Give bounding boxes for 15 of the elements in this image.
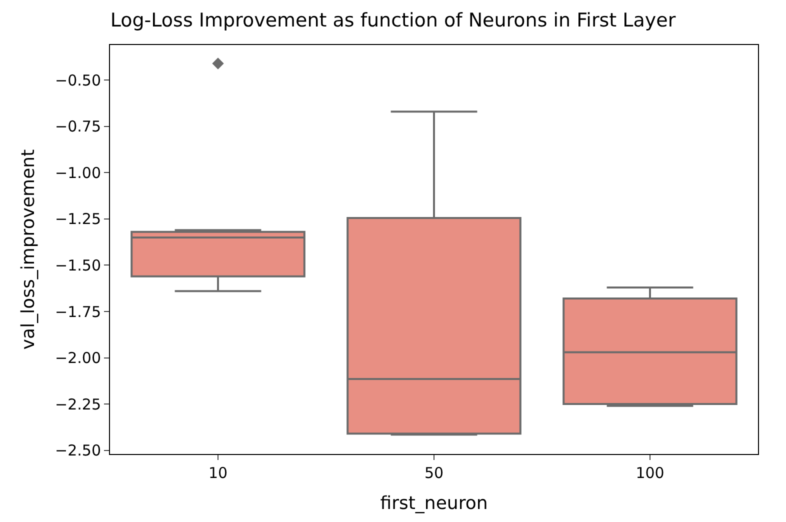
y-tick-label: −1.00 xyxy=(55,164,101,182)
y-tick-label: −0.50 xyxy=(55,71,101,90)
y-tick-label: −1.50 xyxy=(55,256,101,274)
x-tick-label: 10 xyxy=(208,464,228,482)
y-tick-label: −2.50 xyxy=(55,442,101,460)
y-tick-label: −1.75 xyxy=(55,302,101,321)
chart-title: Log-Loss Improvement as function of Neurons in First Layer xyxy=(110,9,676,32)
x-tick-label: 100 xyxy=(636,464,664,482)
y-tick-label: −1.25 xyxy=(55,210,101,228)
x-tick-label: 50 xyxy=(424,464,444,482)
x-axis-title: first_neuron xyxy=(380,493,488,514)
y-tick-label: −0.75 xyxy=(55,118,101,136)
y-axis-title: val_loss_improvement xyxy=(18,149,40,350)
y-tick-label: −2.00 xyxy=(55,349,101,368)
y-tick-label: −2.25 xyxy=(55,395,101,414)
